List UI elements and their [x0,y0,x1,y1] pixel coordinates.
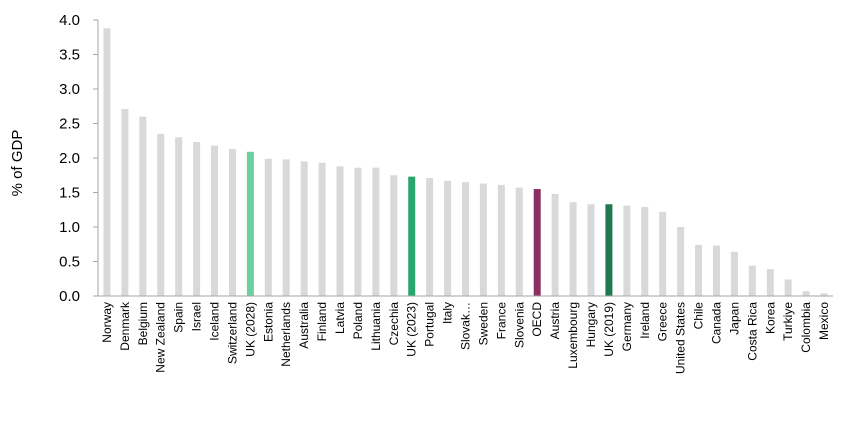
bar [408,176,416,296]
bar [605,204,613,296]
bar [695,244,703,296]
y-axis-ticks: 0.0 0.5 1.0 1.5 2.0 2.5 3.0 3.5 4.0 [59,12,98,305]
x-tick-label: Hungary [584,302,598,347]
x-tick-label: Ireland [638,302,652,339]
x-tick-label: Slovenia [512,302,526,348]
bar [121,109,129,296]
bar [426,178,434,296]
bar [587,204,595,296]
y-tick-label: 0.0 [59,288,80,305]
bar [282,159,290,296]
x-tick-label: Poland [351,302,365,339]
x-tick-label: Luxembourg [566,302,580,369]
x-tick-label: Iceland [208,302,222,341]
x-tick-label: Norway [100,302,114,343]
bar [157,133,165,296]
bar [730,251,738,296]
bar [515,187,523,296]
y-tick-label: 2.0 [59,150,80,167]
bar [193,142,201,296]
x-tick-label: Netherlands [279,302,293,367]
x-tick-label: Colombia [799,302,813,353]
x-tick-label: New Zealand [154,302,168,373]
y-tick-label: 1.0 [59,219,80,236]
bar [641,206,649,296]
x-tick-label: Lithuania [369,302,383,351]
x-tick-label: Italy [441,302,455,324]
bar [677,227,685,296]
bars [103,28,828,297]
x-tick-label: Belgium [136,302,150,345]
bar [246,151,254,296]
bar [354,167,362,296]
x-tick-label: Chile [692,302,706,330]
x-tick-label: Turkiye [781,302,795,341]
y-tick-label: 3.0 [59,81,80,98]
bar [748,265,756,296]
y-tick-label: 1.5 [59,185,80,202]
x-tick-label: Costa Rica [745,302,759,361]
bar [802,291,810,296]
bar [623,205,631,296]
bar [228,149,236,296]
bar [390,175,398,296]
x-tick-label: Canada [709,302,723,344]
bar [462,182,469,296]
axes [97,20,833,297]
x-tick-label: Denmark [118,301,132,351]
y-tick-label: 2.5 [59,116,80,133]
bar [336,166,344,296]
x-tick-label: OECD [530,302,544,337]
bar [551,193,559,296]
bar [211,145,219,296]
x-tick-label: Sweden [476,302,490,345]
y-tick-label: 0.5 [59,254,80,271]
x-tick-label: Austria [548,302,562,340]
x-tick-label: Korea [763,302,777,334]
x-tick-label: France [494,302,508,340]
bar [479,183,487,296]
x-tick-label: Czechia [387,302,401,346]
x-tick-label: Portugal [423,302,437,347]
bar [444,180,452,296]
bar [820,293,828,296]
bar [175,137,183,296]
x-axis-labels: Norway Denmark Belgium New Zealand Spain Isra… [100,301,831,374]
x-tick-label: Slovak… [459,302,473,350]
y-tick-label: 4.0 [59,12,80,29]
bar [103,28,111,297]
x-tick-label: Greece [656,302,670,342]
x-tick-label: Japan [727,302,741,335]
bar [766,269,774,296]
bar [533,189,541,296]
bar [784,279,792,296]
bar [372,167,380,296]
x-tick-label: Israel [190,302,204,331]
x-tick-label: UK (2019) [602,302,616,357]
bar [139,116,147,296]
x-tick-label: Estonia [261,302,275,342]
x-tick-label: Germany [620,302,634,351]
x-tick-label: United States [674,302,688,374]
x-tick-label: Switzerland [225,302,239,364]
x-tick-label: Latvia [333,302,347,334]
x-tick-label: UK (2028) [243,302,257,357]
bar [264,158,272,296]
bar [497,184,505,296]
x-tick-label: Spain [172,302,186,333]
bar [569,202,577,296]
y-axis-title: % of GDP [9,130,26,197]
bar [318,162,326,296]
bar [659,211,667,296]
bar [712,245,720,296]
y-tick-label: 3.5 [59,47,80,64]
x-tick-label: UK (2023) [405,302,419,357]
bar [300,161,308,296]
x-tick-label: Australia [297,302,311,349]
x-tick-label: Finland [315,302,329,341]
x-tick-label: Mexico [817,302,831,340]
